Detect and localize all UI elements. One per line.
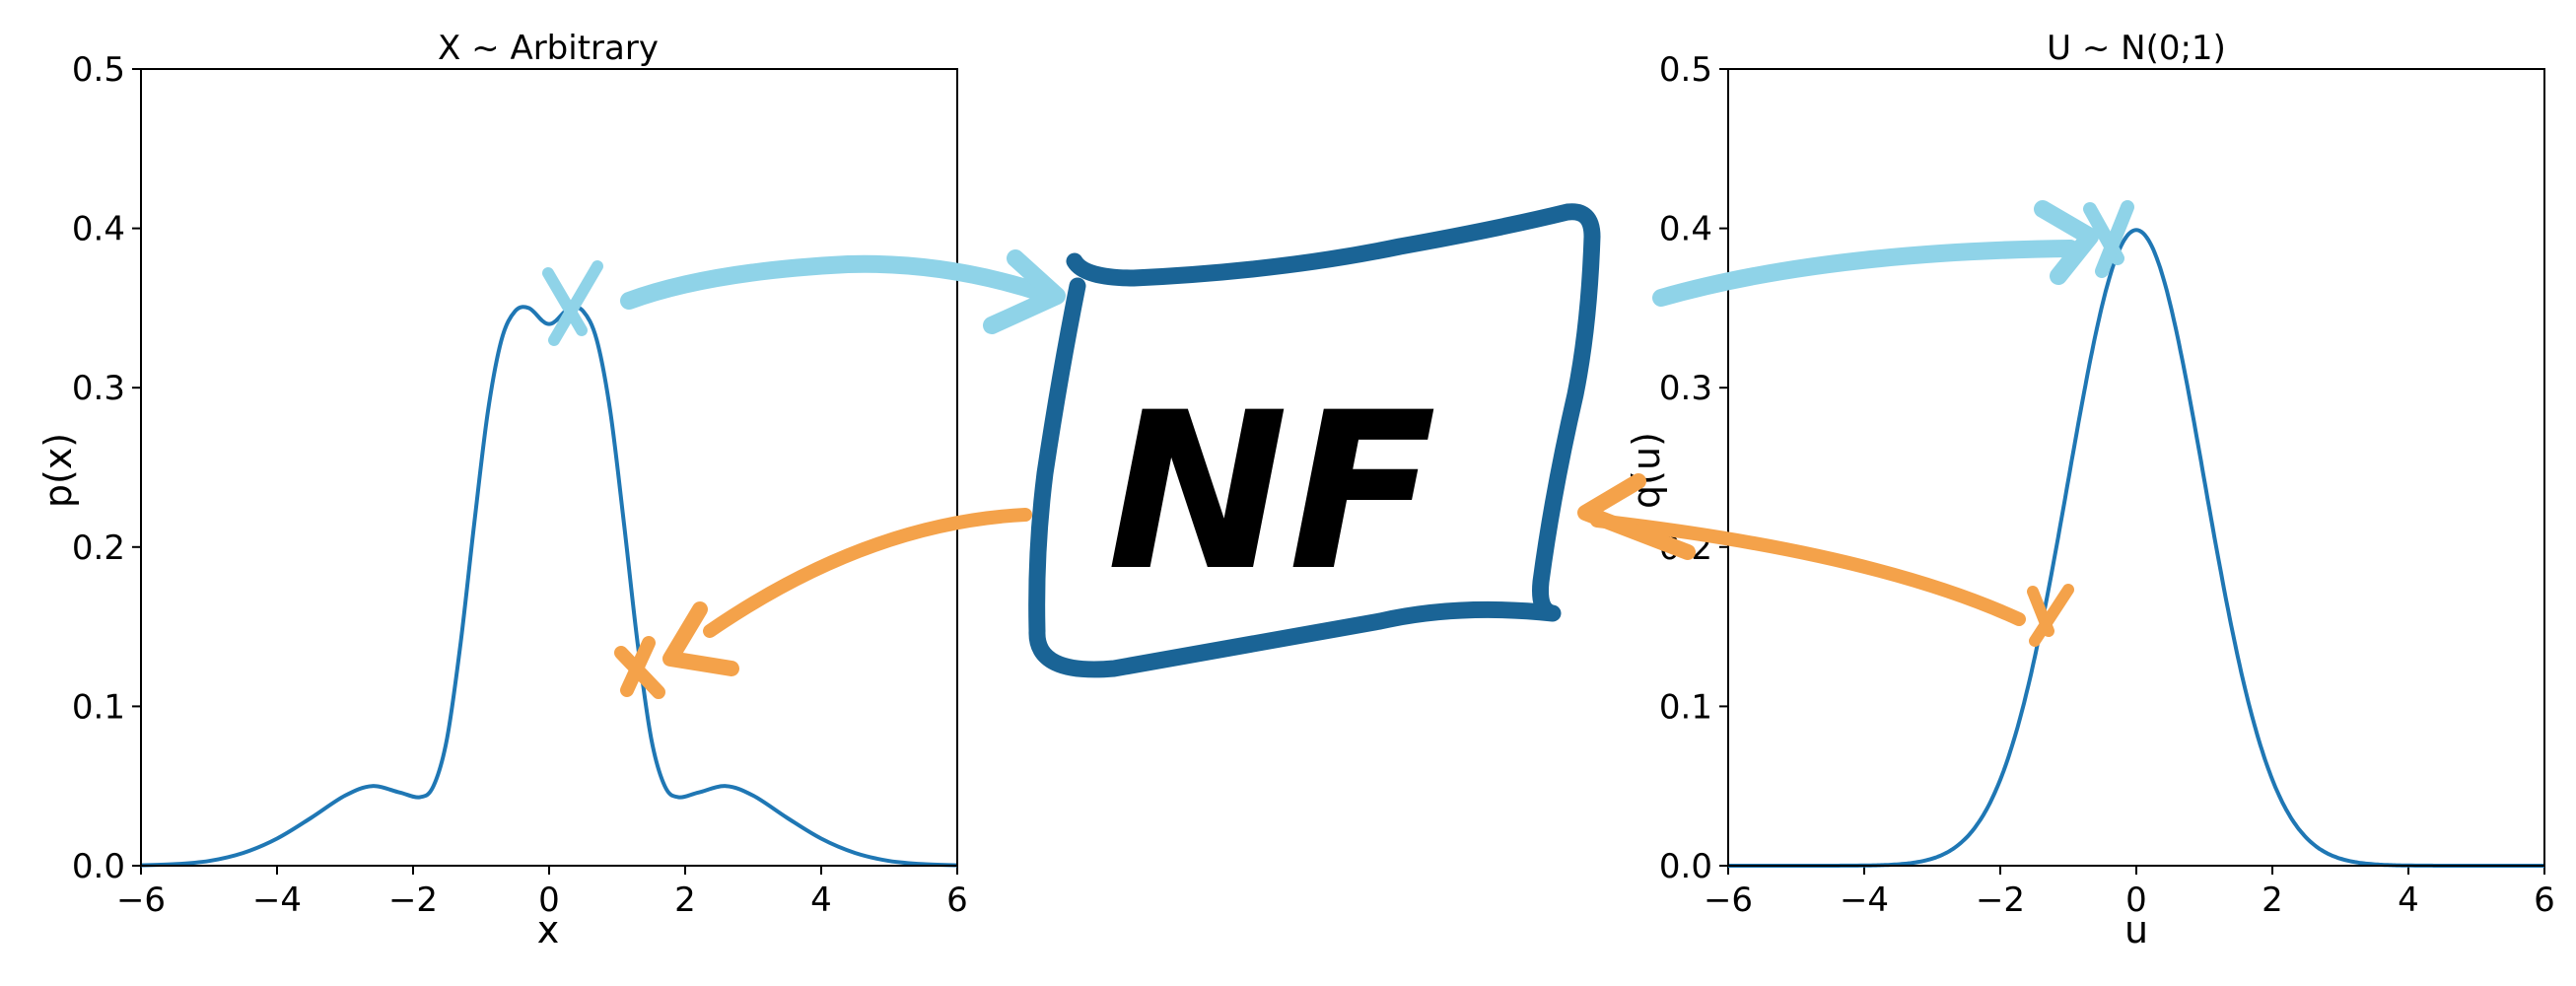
chart-left-y-tick-label: 0.1: [72, 687, 125, 727]
chart-left-y-tick-label: 0.2: [72, 528, 125, 568]
nf-label: NF: [1107, 366, 1436, 618]
chart-left-arbitrary: X ~ Arbitrary 0.0 0.1 0.2 0.3 0.4 0.5 −6 −4 −2 0…: [36, 29, 968, 951]
chart-right-density-curve: [1728, 228, 2544, 868]
chart-left-y-label: p(x): [36, 433, 80, 508]
chart-left-title: X ~ Arbitrary: [438, 29, 659, 68]
forward-arrow-nf-to-u: [1652, 200, 2099, 307]
sketch-overlays: NF: [542, 200, 2134, 699]
forward-marker-right: [2083, 200, 2134, 278]
chart-right-x-tick-label: −6: [1704, 880, 1753, 920]
reverse-arrow-u-to-nf: [1577, 473, 2026, 626]
chart-left-x-tick-label: 0: [538, 880, 560, 920]
chart-left-x-tick-label: −6: [116, 880, 166, 920]
chart-right-title: U ~ N(0;1): [2047, 29, 2226, 68]
chart-left-x-tick-label: 2: [674, 880, 696, 920]
chart-right-y-tick-label: 0.3: [1659, 369, 1712, 408]
chart-right-normal: U ~ N(0;1) 0.00.10.20.30.40.5 −6 −4 −2 0 2 4 6…: [1625, 29, 2555, 951]
chart-left-x-tick-label: −4: [252, 880, 302, 920]
reverse-marker-left: [614, 636, 665, 699]
chart-right-x-label: u: [2124, 908, 2148, 951]
chart-left-x-label: x: [537, 908, 560, 951]
chart-left-y-tick-label: 0.4: [72, 210, 125, 249]
chart-left-y-axis: 0.0 0.1 0.2 0.3 0.4 0.5: [72, 50, 141, 886]
chart-right-y-tick-label: 0.4: [1659, 210, 1712, 249]
chart-right-plot-frame: [1727, 68, 2545, 867]
chart-right-x-tick-label: −4: [1840, 880, 1889, 920]
chart-left-y-tick-label: 0.0: [72, 847, 125, 886]
reverse-marker-right: [2027, 584, 2074, 647]
reverse-arrow-nf-to-x: [662, 508, 1032, 676]
chart-left-x-axis: −6 −4 −2 0 2 4 6: [116, 866, 968, 920]
chart-right-y-tick-label: 0.1: [1659, 687, 1712, 727]
nf-box: NF: [1028, 203, 1601, 678]
chart-left-y-tick-label: 0.3: [72, 369, 125, 408]
chart-right-x-tick-label: 6: [2534, 880, 2555, 920]
chart-left-x-tick-label: 6: [946, 880, 968, 920]
chart-right-y-label: q(u): [1625, 432, 1668, 509]
chart-left-x-tick-label: 4: [810, 880, 832, 920]
chart-right-y-tick-label: 0.5: [1659, 50, 1712, 90]
chart-right-y-axis: 0.00.10.20.30.40.5: [1659, 50, 1728, 886]
chart-left-density-curve: [140, 305, 958, 868]
chart-right-x-tick-label: −2: [1976, 880, 2025, 920]
forward-arrow-x-to-nf: [620, 249, 1066, 334]
chart-right-x-tick-label: 2: [2262, 880, 2283, 920]
chart-right-x-axis: −6 −4 −2 0 2 4 6: [1704, 866, 2555, 920]
chart-left-x-tick-label: −2: [388, 880, 438, 920]
forward-marker-left: [542, 260, 603, 346]
chart-right-y-tick-label: 0.0: [1659, 847, 1712, 886]
chart-right-x-tick-label: 4: [2398, 880, 2419, 920]
chart-left-plot-frame: [140, 68, 958, 867]
chart-right-x-tick-label: 0: [2125, 880, 2147, 920]
chart-left-y-tick-label: 0.5: [72, 50, 125, 90]
